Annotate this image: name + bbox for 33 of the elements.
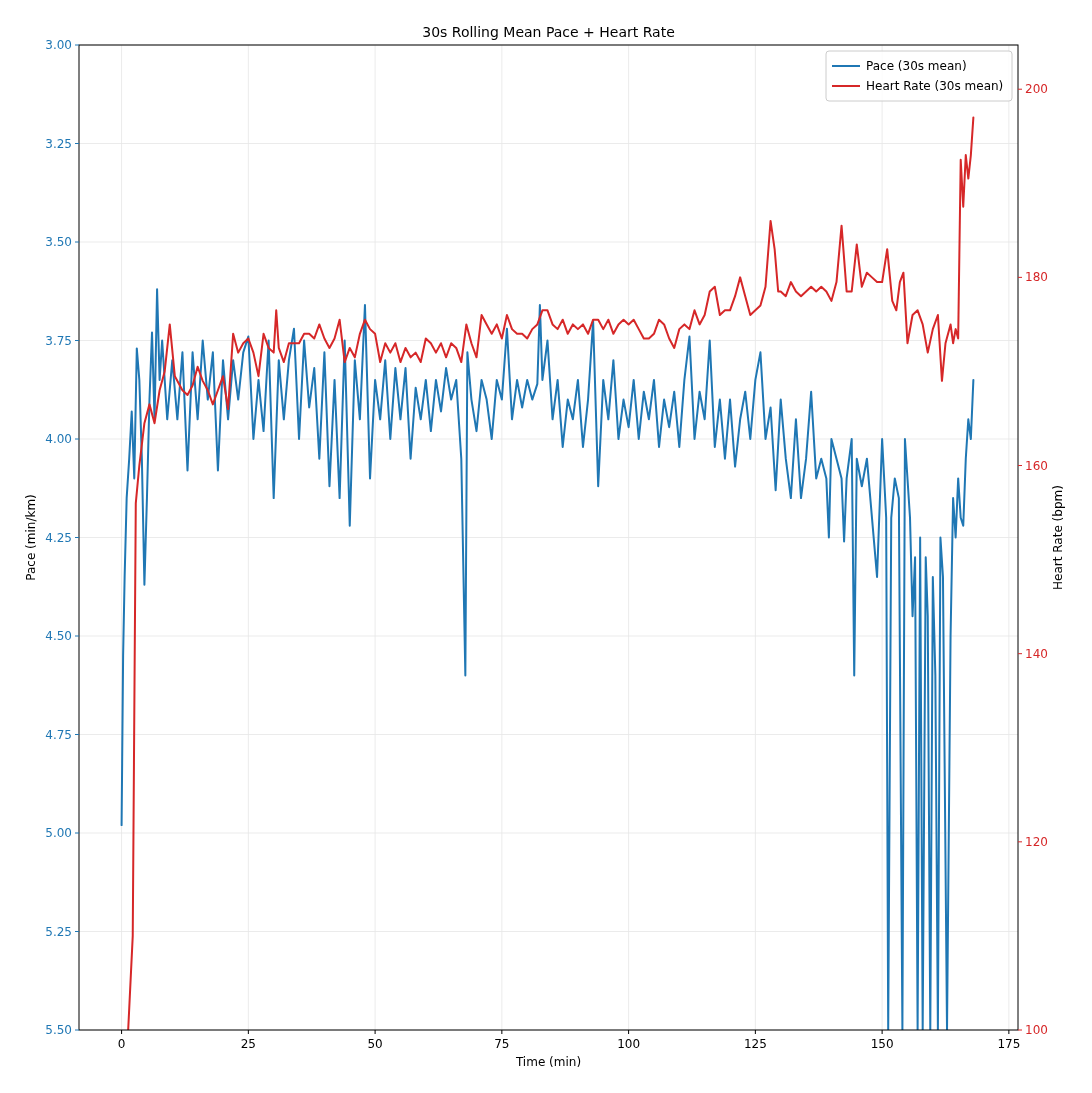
y-tick-label: 4.75 bbox=[45, 727, 72, 742]
x-tick-label: 0 bbox=[117, 1037, 126, 1051]
y2-tick-label: 120 bbox=[1025, 834, 1048, 849]
y-tick-label: 3.50 bbox=[45, 235, 72, 249]
y-tick-label: 3.25 bbox=[45, 136, 72, 151]
y2-tick-label: 160 bbox=[1025, 458, 1048, 473]
y2-tick-label: 140 bbox=[1025, 646, 1048, 661]
legend-label: Heart Rate (30s mean) bbox=[866, 79, 1004, 93]
x-tick-label: 75 bbox=[494, 1037, 510, 1051]
x-tick-label: 100 bbox=[617, 1037, 641, 1051]
line-series bbox=[127, 116, 975, 1030]
y2-axis-title: Heart Rate (bpm) bbox=[1051, 485, 1065, 590]
x-tick-label: 175 bbox=[997, 1037, 1021, 1051]
y-axis-title: Pace (min/km) bbox=[24, 494, 38, 581]
y2-tick-label: 100 bbox=[1025, 1023, 1048, 1037]
y-tick-label: 4.25 bbox=[45, 530, 72, 545]
y-tick-label: 4.00 bbox=[45, 432, 72, 446]
legend-label: Pace (30s mean) bbox=[866, 59, 967, 73]
x-tick-label: 25 bbox=[240, 1037, 256, 1051]
y-tick-label: 3.75 bbox=[45, 333, 72, 348]
x-tick-label: 50 bbox=[367, 1037, 383, 1051]
y2-tick-label: 180 bbox=[1025, 270, 1048, 285]
chart-title: 30s Rolling Mean Pace + Heart Rate bbox=[422, 24, 675, 40]
x-tick-label: 150 bbox=[870, 1037, 894, 1051]
y2-tick-label: 200 bbox=[1025, 82, 1048, 97]
y-tick-label: 5.50 bbox=[45, 1023, 72, 1037]
y-tick-label: 5.00 bbox=[45, 826, 72, 840]
y-tick-label: 5.25 bbox=[45, 924, 72, 939]
line-series bbox=[120, 288, 975, 1030]
x-axis-title: Time (min) bbox=[514, 1055, 582, 1069]
y-tick-label: 3.00 bbox=[45, 38, 72, 52]
x-tick-label: 125 bbox=[743, 1037, 767, 1051]
y-tick-label: 4.50 bbox=[45, 629, 72, 643]
